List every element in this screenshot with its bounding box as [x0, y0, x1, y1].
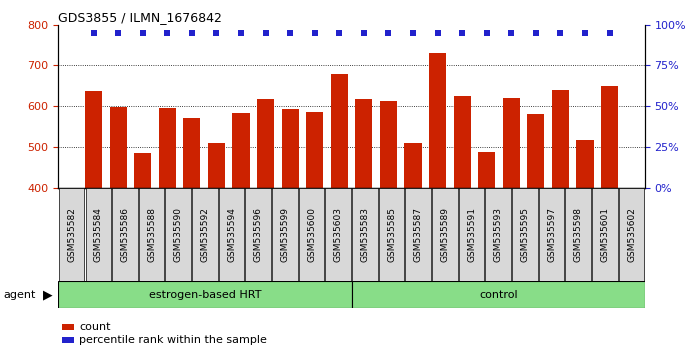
FancyBboxPatch shape	[299, 188, 324, 281]
Bar	[183, 118, 200, 188]
Bar	[85, 91, 102, 188]
FancyBboxPatch shape	[86, 188, 111, 281]
Text: GSM535586: GSM535586	[121, 207, 130, 262]
Bar	[478, 152, 495, 188]
FancyBboxPatch shape	[486, 188, 511, 281]
Bar	[134, 153, 152, 188]
Bar	[58, 281, 351, 308]
Bar	[528, 114, 545, 188]
Text: GSM535585: GSM535585	[387, 207, 396, 262]
FancyBboxPatch shape	[379, 188, 404, 281]
Text: GSM535598: GSM535598	[573, 207, 582, 262]
FancyBboxPatch shape	[272, 188, 298, 281]
FancyBboxPatch shape	[192, 188, 217, 281]
Bar	[351, 281, 645, 308]
Text: percentile rank within the sample: percentile rank within the sample	[79, 335, 267, 345]
Text: ▶: ▶	[43, 288, 52, 301]
Text: GSM535596: GSM535596	[254, 207, 263, 262]
Bar	[158, 108, 176, 188]
FancyBboxPatch shape	[139, 188, 165, 281]
Text: control: control	[479, 290, 517, 300]
Bar	[405, 143, 422, 188]
Bar	[576, 139, 593, 188]
Text: GSM535600: GSM535600	[307, 207, 316, 262]
FancyBboxPatch shape	[619, 188, 644, 281]
FancyBboxPatch shape	[405, 188, 431, 281]
Bar	[331, 74, 348, 188]
Text: GDS3855 / ILMN_1676842: GDS3855 / ILMN_1676842	[58, 11, 222, 24]
Text: GSM535592: GSM535592	[200, 207, 209, 262]
Text: GSM535603: GSM535603	[334, 207, 343, 262]
Bar	[380, 101, 397, 188]
FancyBboxPatch shape	[512, 188, 538, 281]
Text: GSM535593: GSM535593	[494, 207, 503, 262]
Text: GSM535589: GSM535589	[440, 207, 449, 262]
FancyBboxPatch shape	[59, 188, 84, 281]
Text: GSM535602: GSM535602	[627, 207, 636, 262]
Text: GSM535584: GSM535584	[94, 207, 103, 262]
Bar	[429, 53, 446, 188]
Bar	[552, 90, 569, 188]
FancyBboxPatch shape	[325, 188, 351, 281]
Bar	[62, 337, 74, 343]
Text: GSM535597: GSM535597	[547, 207, 556, 262]
FancyBboxPatch shape	[459, 188, 484, 281]
FancyBboxPatch shape	[352, 188, 378, 281]
Bar	[110, 107, 127, 188]
Text: GSM535591: GSM535591	[467, 207, 476, 262]
Text: GSM535583: GSM535583	[360, 207, 369, 262]
Text: GSM535599: GSM535599	[281, 207, 289, 262]
FancyBboxPatch shape	[432, 188, 458, 281]
Bar	[453, 96, 471, 188]
Text: estrogen-based HRT: estrogen-based HRT	[149, 290, 261, 300]
Text: count: count	[79, 322, 110, 332]
Text: GSM535588: GSM535588	[147, 207, 156, 262]
Bar	[306, 112, 323, 188]
FancyBboxPatch shape	[539, 188, 565, 281]
Text: GSM535587: GSM535587	[414, 207, 423, 262]
Bar	[601, 86, 618, 188]
Text: GSM535601: GSM535601	[600, 207, 609, 262]
Text: GSM535595: GSM535595	[521, 207, 530, 262]
FancyBboxPatch shape	[246, 188, 271, 281]
Text: GSM535582: GSM535582	[67, 207, 76, 262]
Text: agent: agent	[3, 290, 36, 299]
Bar	[233, 113, 250, 188]
FancyBboxPatch shape	[219, 188, 244, 281]
Bar	[281, 109, 298, 188]
Bar	[208, 143, 225, 188]
Bar	[503, 98, 520, 188]
Bar	[355, 99, 372, 188]
Bar	[62, 324, 74, 330]
Text: GSM535594: GSM535594	[227, 207, 236, 262]
FancyBboxPatch shape	[592, 188, 617, 281]
FancyBboxPatch shape	[165, 188, 191, 281]
Text: GSM535590: GSM535590	[174, 207, 182, 262]
FancyBboxPatch shape	[565, 188, 591, 281]
Bar	[257, 99, 274, 188]
FancyBboxPatch shape	[113, 188, 138, 281]
